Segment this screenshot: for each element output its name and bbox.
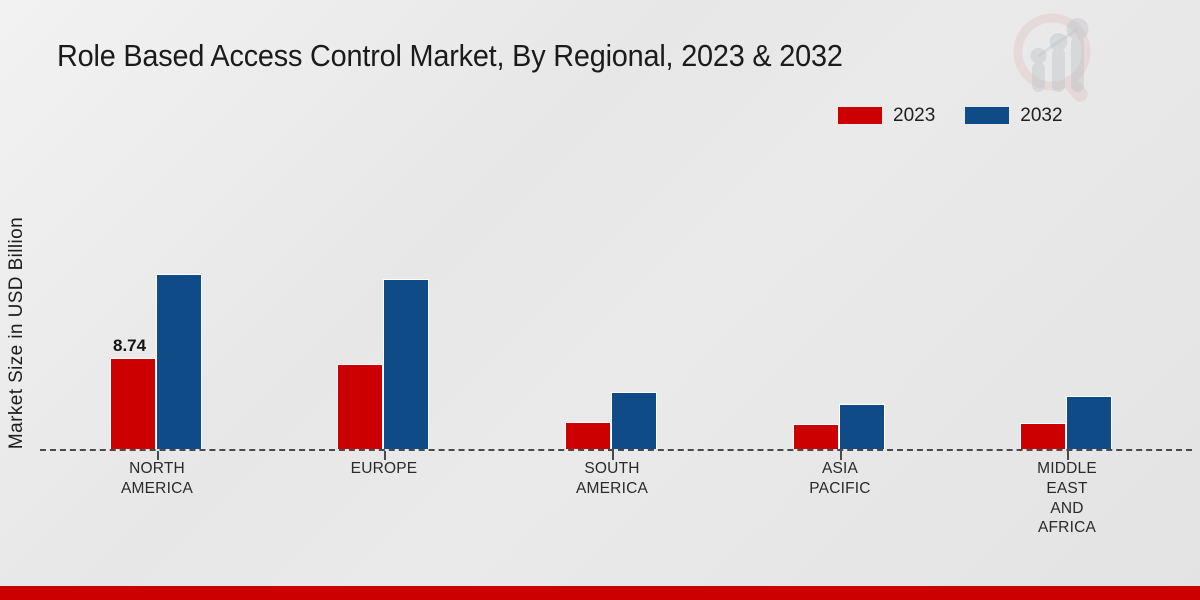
x-axis-category-label-line: AMERICA	[120, 479, 194, 497]
footer-accent-bar	[0, 586, 1200, 600]
bar-2032[interactable]	[156, 274, 202, 449]
bar-2032[interactable]	[611, 392, 657, 449]
bar-2023[interactable]	[110, 358, 156, 449]
x-axis-category-label-line: ASIA	[821, 460, 859, 477]
x-axis-tick	[612, 451, 614, 460]
legend-label-2032: 2032	[1020, 105, 1063, 126]
bar-2023[interactable]	[337, 364, 383, 449]
x-axis-category-label-line: AFRICA	[1037, 519, 1097, 537]
x-axis-baseline	[40, 449, 1192, 451]
legend-item-2023[interactable]: 2023	[838, 106, 935, 125]
x-axis-category-label: SOUTH AMERICA	[532, 459, 692, 499]
bar-2032[interactable]	[839, 404, 885, 449]
x-axis-category-label-line: PACIFIC	[809, 479, 871, 497]
x-axis-category-label-line: AND	[1050, 499, 1084, 517]
y-axis-title: Market Size in USD Billion	[0, 168, 34, 498]
x-axis-category-label: MIDDLE EAST AND AFRICA	[987, 459, 1147, 538]
x-axis-category-label-line: SOUTH	[584, 460, 640, 477]
bar-2023[interactable]	[793, 424, 839, 449]
legend-item-2032[interactable]: 2032	[965, 105, 1063, 126]
x-axis-category-label: NORTH AMERICA	[77, 459, 237, 499]
x-axis-category-label-line: EAST	[1046, 479, 1088, 497]
bar-2032[interactable]	[383, 279, 429, 449]
x-axis-category-label-line: EUROPE	[350, 460, 418, 477]
page-title: Role Based Access Control Market, By Reg…	[57, 38, 843, 73]
bar-2023[interactable]	[1020, 423, 1066, 449]
x-axis-tick	[384, 451, 386, 460]
x-axis-category-label: EUROPE	[304, 459, 464, 479]
x-axis-category-label-line: NORTH	[129, 460, 185, 477]
bar-2032[interactable]	[1066, 396, 1112, 449]
legend-swatch-blue	[965, 107, 1010, 124]
x-axis-category-label-line: AMERICA	[575, 479, 649, 497]
x-axis-category-label: ASIA PACIFIC	[760, 459, 920, 499]
bar-2023[interactable]	[565, 422, 611, 449]
x-axis-tick	[1067, 451, 1069, 460]
bar-value-label: 8.74	[113, 336, 147, 355]
x-axis-tick	[840, 451, 842, 460]
magnifier-bar-chart-logo-watermark	[1010, 8, 1102, 104]
chart-legend: 2023 2032	[838, 106, 1063, 125]
x-axis-tick	[157, 451, 159, 460]
x-axis-category-label-line: MIDDLE	[1037, 460, 1097, 477]
legend-swatch-red	[838, 107, 882, 124]
y-axis-title-text: Market Size in USD Billion	[6, 216, 28, 450]
legend-label-2023: 2023	[893, 105, 936, 126]
